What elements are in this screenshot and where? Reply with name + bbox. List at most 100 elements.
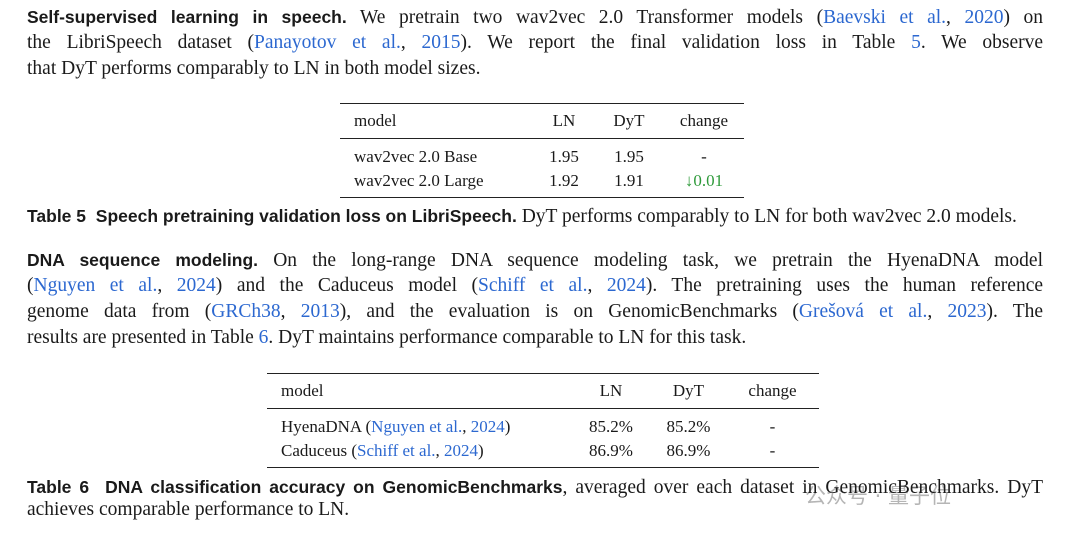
citation-link[interactable]: Schiff et al. [357,441,436,460]
table-cell: model [340,103,534,139]
table-cell: 86.9% [589,441,633,460]
citation-link[interactable]: 2024 [176,275,216,296]
change-value: ↓0.01 [684,171,724,190]
paragraph-line: Self-supervised learning in speech. We p… [27,4,1043,30]
caption-text: achieves comparable performance to LN. [27,499,350,520]
citation-link[interactable]: Grešová et al. [798,301,928,322]
table-row: wav2vec 2.0 Base 1.95 1.95 - [340,139,744,170]
table-cell: change [726,373,819,409]
table-cell: DyT [651,373,726,409]
paragraph-line: results are presented in Table 6. DyT ma… [27,325,1043,351]
table-cell: wav2vec 2.0 Large [354,171,484,190]
table-cell: LN [534,103,594,139]
header-row: model LN DyT change [267,373,819,409]
citation-link[interactable]: 2024 [606,275,646,296]
paragraph-line: DNA sequence modeling. On the long-range… [27,247,1043,273]
watermark: 公众号 · 量子位 [805,484,952,508]
text-span: ) [504,417,511,436]
caption-line: Table 6 DNA classification accuracy on G… [27,474,1043,500]
citation-link[interactable]: Schiff et al. [478,275,588,296]
caption-line: achieves comparable performance to LN. [27,497,1043,523]
caption-title: DNA classification accuracy on GenomicBe… [105,477,563,497]
text-span: , [400,32,422,53]
citation-link[interactable]: Baevski et al. [823,7,947,28]
section-heading: Self-supervised learning in speech. [27,7,347,27]
table-cell: wav2vec 2.0 Base [354,147,478,166]
paragraph-line: that DyT performs comparably to LN in bo… [27,56,1043,82]
text-span: . DyT maintains performance comparable t… [268,327,747,348]
table-cell: - [769,417,776,436]
paragraph-line: genome data from (GRCh38, 2013), and the… [27,299,1043,325]
text-span: , [280,301,301,322]
citation-link[interactable]: 2015 [421,32,461,53]
text-span: , [927,301,948,322]
citation-link[interactable]: Nguyen et al. [33,275,158,296]
table-cell: 1.91 [614,171,644,190]
table-cell: 85.2% [589,417,633,436]
citation-link[interactable]: 6 [258,327,269,348]
table-cell: Caduceus (Schiff et al., 2024) [267,439,571,468]
text-span: the LibriSpeech dataset ( [27,32,255,53]
table-cell: DyT [594,103,664,139]
text-span: that DyT performs comparably to LN in bo… [27,58,481,79]
text-span: ) [478,441,484,460]
data-table: model LN DyT change wav2vec 2.0 Base 1.95 1.95… [340,103,744,198]
table-cell: - [769,441,776,460]
table-row: Caduceus (Schiff et al., 2024) 86.9% 86.9%… [267,439,819,468]
header-row: model LN DyT change [340,103,744,139]
citation-link[interactable]: Panayotov et al. [254,32,401,53]
caption-label: Table 5 [27,206,87,226]
citation-link[interactable]: 2020 [964,7,1004,28]
table-cell: LN [571,373,651,409]
text-span: ) on [1003,7,1043,28]
citation-link[interactable]: GRCh38 [211,301,281,322]
paragraph-line: (Nguyen et al., 2024) and the Caduceus m… [27,273,1043,299]
table-cell: - [701,147,707,166]
caption-text: , averaged over each dataset in GenomicB… [562,477,1043,498]
caption-label: Table 6 [27,477,90,497]
caption-title: Speech pretraining validation loss on Li… [95,206,517,226]
citation-link[interactable]: 2013 [300,301,340,322]
citation-link[interactable]: 2024 [470,417,505,436]
caption-line: Table 5 Speech pretraining validation lo… [27,203,1043,229]
text-span: We pretrain two wav2vec 2.0 Transformer … [346,7,824,28]
citation-link[interactable]: 2023 [947,301,987,322]
citation-link[interactable]: Nguyen et al. [371,417,463,436]
citation-link[interactable]: 2024 [444,441,479,460]
text-span: , [435,441,445,460]
table-cell: model [267,373,571,409]
table-cell: 1.92 [549,171,579,190]
text-span: genome data from ( [27,301,212,322]
text-span: ). We report the final validation loss i… [460,32,912,53]
text-span: ) and the Caduceus model ( [215,275,479,296]
data-table: model LN DyT change HyenaDNA (Nguyen et al.,… [267,373,819,468]
table-row: HyenaDNA (Nguyen et al., 2024) 85.2% 85.2%… [267,409,819,440]
table-cell: change [664,103,744,139]
caption-text: DyT performs comparably to LN for both w… [516,206,1017,227]
spacer [86,206,96,227]
text-span: , [462,417,471,436]
text-span: ), and the evaluation is on GenomicBench… [339,301,799,322]
text-span: , [587,275,607,296]
text-span: , [946,7,965,28]
citation-link[interactable]: 5 [911,32,921,53]
spacer [89,477,105,498]
table-row: wav2vec 2.0 Large 1.92 1.91 ↓0.01 [340,169,744,198]
text-span: ( [27,275,34,296]
table-cell: 85.2% [666,417,711,436]
table-cell: 1.95 [549,147,579,166]
table-cell: HyenaDNA (Nguyen et al., 2024) [267,409,571,440]
text-span: results are presented in Table [27,327,259,348]
text-span: ). The [986,301,1043,322]
section-heading: DNA sequence modeling. [27,250,258,270]
paragraph-line: the LibriSpeech dataset (Panayotov et al… [27,30,1043,56]
text-span: HyenaDNA ( [281,417,372,436]
table-cell: 1.95 [614,147,644,166]
text-span: . We observe [920,32,1043,53]
text-span: On the long-range DNA sequence modeling … [258,250,1043,271]
table-cell: ↓0.01 [664,169,744,198]
table-cell: 86.9% [666,441,711,460]
text-span: ). The pretraining uses the human refere… [645,275,1043,296]
text-span: Caduceus ( [281,441,358,460]
